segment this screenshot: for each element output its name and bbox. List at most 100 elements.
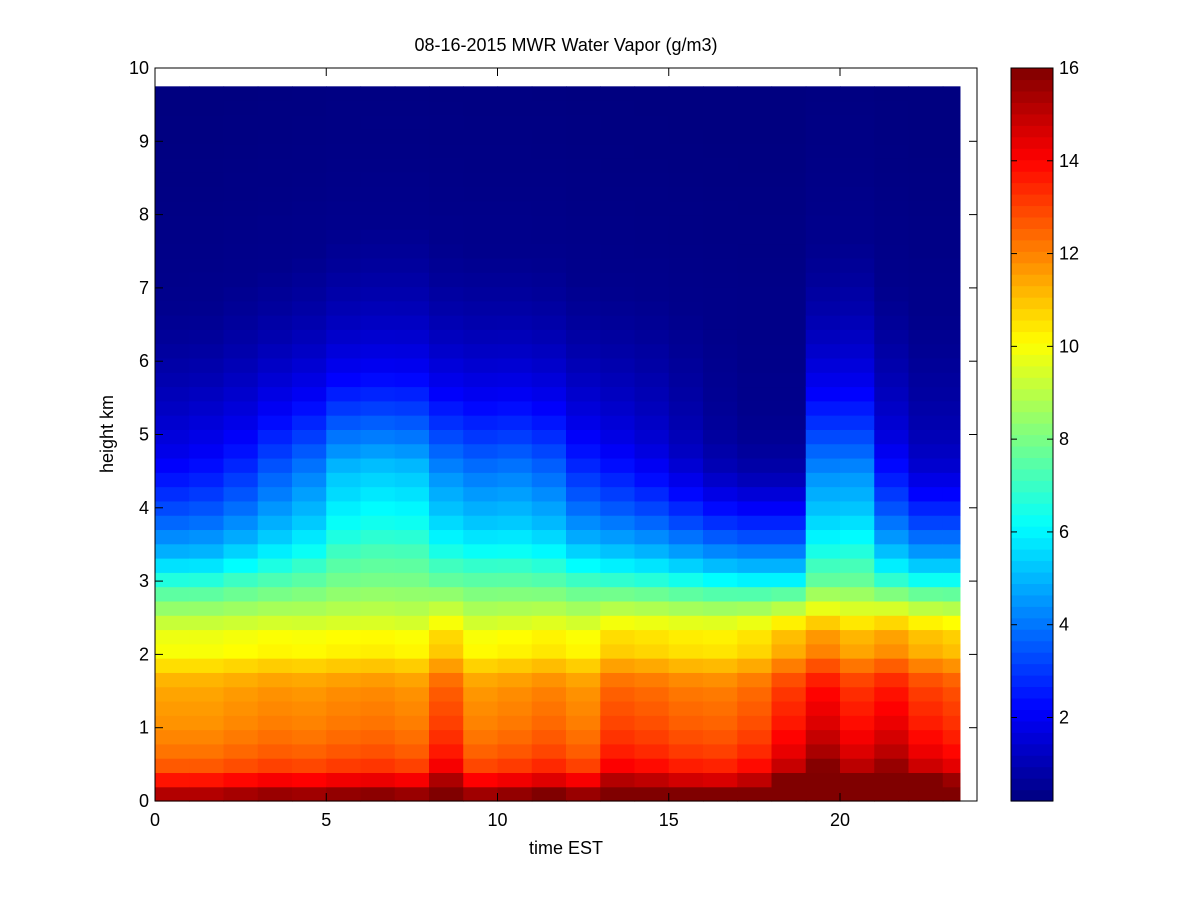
- heatmap-cell: [223, 86, 259, 102]
- heatmap-cell: [257, 400, 293, 416]
- heatmap-cell: [703, 129, 738, 145]
- heatmap-cell: [531, 457, 567, 473]
- heatmap-cell: [463, 515, 499, 531]
- heatmap-cell: [394, 257, 430, 273]
- heatmap-cell: [463, 658, 499, 673]
- colorbar-tick-label: 14: [1059, 151, 1079, 171]
- heatmap-cell: [634, 700, 670, 716]
- heatmap-cell: [189, 600, 225, 616]
- heatmap-cell: [908, 758, 944, 774]
- heatmap-cell: [463, 86, 499, 102]
- heatmap-cell: [908, 472, 944, 488]
- heatmap-cell: [326, 586, 362, 602]
- heatmap-cell: [771, 100, 807, 116]
- heatmap-cell: [497, 229, 533, 245]
- heatmap-cell: [429, 129, 464, 145]
- heatmap-cell: [874, 529, 910, 545]
- heatmap-cell: [771, 700, 807, 716]
- colorbar-band: [1011, 560, 1053, 573]
- heatmap-cell: [360, 186, 396, 202]
- heatmap-cell: [634, 372, 670, 388]
- heatmap-cell: [840, 600, 875, 616]
- heatmap-cell: [429, 743, 464, 759]
- heatmap-cell: [360, 558, 396, 573]
- heatmap-cell: [531, 729, 567, 745]
- heatmap-cell: [805, 329, 841, 345]
- heatmap-cell: [634, 658, 670, 673]
- heatmap-cell: [189, 629, 225, 645]
- heatmap-cell: [497, 615, 533, 631]
- heatmap-cell: [874, 558, 910, 573]
- heatmap-cell: [874, 586, 910, 602]
- heatmap-cell: [531, 543, 567, 559]
- heatmap-cell: [497, 257, 533, 273]
- heatmap-cell: [634, 615, 670, 631]
- heatmap-cell: [531, 629, 567, 645]
- heatmap-cell: [155, 86, 190, 102]
- heatmap-cell: [189, 700, 225, 716]
- heatmap-cell: [394, 143, 430, 159]
- heatmap-cell: [326, 329, 362, 345]
- heatmap-cell: [429, 172, 464, 187]
- heatmap-cell: [840, 772, 875, 788]
- heatmap-cell: [497, 715, 533, 731]
- heatmap-cell: [805, 786, 841, 802]
- heatmap-cell: [600, 243, 636, 259]
- heatmap-cell: [257, 372, 293, 388]
- colorbar-band: [1011, 697, 1053, 710]
- heatmap-cell: [840, 114, 875, 130]
- heatmap-cell: [463, 558, 499, 573]
- heatmap-cell: [531, 643, 567, 659]
- heatmap-cell: [634, 629, 670, 645]
- heatmap-cell: [531, 400, 567, 416]
- heatmap-cell: [600, 457, 636, 473]
- heatmap-cell: [703, 558, 738, 573]
- heatmap-cell: [566, 386, 601, 402]
- heatmap-cell: [566, 586, 601, 602]
- heatmap-cell: [908, 586, 944, 602]
- heatmap-cell: [668, 743, 704, 759]
- heatmap-cell: [942, 600, 961, 616]
- heatmap-cell: [942, 229, 961, 245]
- heatmap-cell: [737, 500, 773, 516]
- heatmap-cell: [566, 372, 601, 388]
- heatmap-cell: [703, 386, 738, 402]
- heatmap-cell: [908, 415, 944, 430]
- heatmap-cell: [531, 658, 567, 673]
- colorbar-band: [1011, 251, 1053, 264]
- heatmap-cell: [155, 515, 190, 531]
- heatmap-cell: [531, 772, 567, 788]
- heatmap-cell: [668, 200, 704, 216]
- heatmap-cell: [463, 415, 499, 430]
- heatmap-cell: [497, 157, 533, 173]
- heatmap-cell: [634, 129, 670, 145]
- heatmap-cell: [703, 758, 738, 774]
- heatmap-cell: [874, 672, 910, 688]
- heatmap-cell: [257, 700, 293, 716]
- colorbar-band: [1011, 491, 1053, 504]
- heatmap-cell: [942, 257, 961, 273]
- heatmap-cell: [189, 586, 225, 602]
- heatmap-cell: [463, 186, 499, 202]
- heatmap-cell: [703, 400, 738, 416]
- heatmap-cell: [429, 643, 464, 659]
- heatmap-cell: [668, 457, 704, 473]
- heatmap-cell: [394, 357, 430, 373]
- heatmap-cell: [805, 315, 841, 330]
- heatmap-cell: [360, 143, 396, 159]
- x-tick-label: 15: [659, 810, 679, 830]
- heatmap-cell: [394, 715, 430, 731]
- heatmap-cell: [805, 629, 841, 645]
- heatmap-cell: [703, 743, 738, 759]
- heatmap-cell: [429, 558, 464, 573]
- heatmap-cell: [771, 729, 807, 745]
- heatmap-cell: [737, 229, 773, 245]
- heatmap-cell: [566, 257, 601, 273]
- heatmap-cell: [292, 758, 327, 774]
- heatmap-cell: [497, 643, 533, 659]
- heatmap-cell: [703, 772, 738, 788]
- heatmap-cell: [908, 357, 944, 373]
- heatmap-cell: [668, 486, 704, 502]
- heatmap-cell: [326, 600, 362, 616]
- heatmap-cell: [566, 357, 601, 373]
